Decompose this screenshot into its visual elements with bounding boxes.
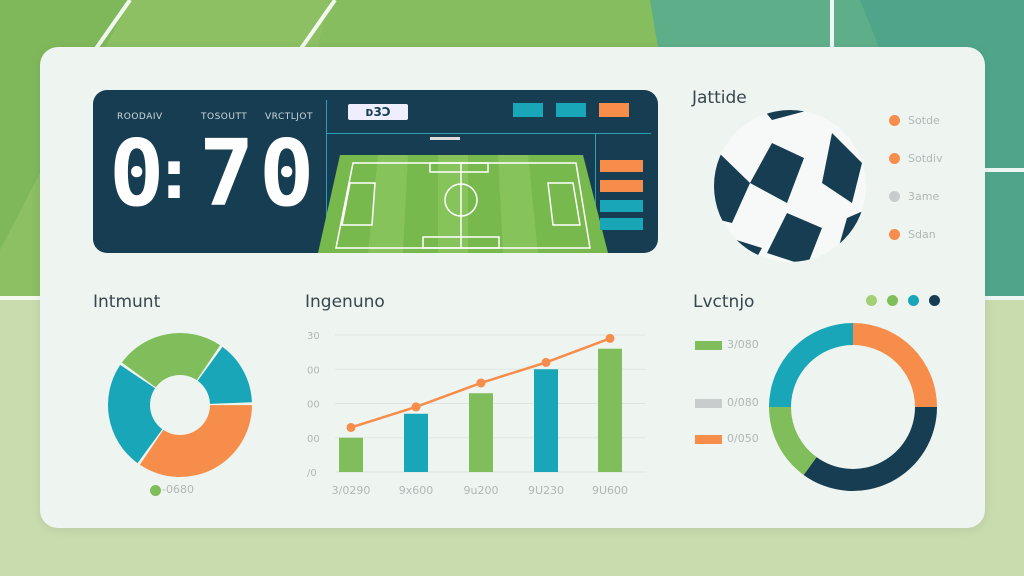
x-tick-label: 9U600 bbox=[592, 484, 628, 497]
right-donut-title: Lvctnjo bbox=[693, 292, 755, 312]
line-point-1[interactable] bbox=[411, 402, 421, 412]
ball-legend-label: 3ame bbox=[908, 190, 940, 203]
pitch-icon bbox=[318, 155, 608, 253]
y-tick-label: 00 bbox=[307, 434, 320, 445]
filter-dot[interactable] bbox=[887, 295, 898, 306]
line-point-4[interactable] bbox=[605, 333, 615, 343]
y-tick-label: 00 bbox=[307, 365, 320, 376]
mid-chart-title: Ingenuno bbox=[305, 292, 385, 312]
x-tick-label: 9x600 bbox=[399, 484, 434, 497]
bar-3[interactable] bbox=[534, 369, 558, 472]
ball-legend-label: Sdan bbox=[908, 228, 936, 241]
line-point-3[interactable] bbox=[541, 357, 551, 367]
filter-dot[interactable] bbox=[866, 295, 877, 306]
y-tick-label: /0 bbox=[307, 468, 317, 479]
score-label-1: ROODAIV bbox=[117, 112, 163, 122]
right-donut-slice-3[interactable] bbox=[769, 323, 853, 407]
legend-dot bbox=[889, 191, 900, 202]
left-donut-slice-3[interactable] bbox=[100, 364, 179, 464]
right-legend-label: 0/080 bbox=[727, 396, 759, 409]
ball-legend-label: Sotde bbox=[908, 114, 940, 127]
side-bar[interactable] bbox=[600, 160, 643, 172]
y-tick-label: 00 bbox=[307, 400, 320, 411]
right-donut-slice-1[interactable] bbox=[803, 407, 937, 491]
right-donut-slice-0[interactable] bbox=[853, 323, 937, 407]
score-label-2: TOSOUTT bbox=[201, 112, 248, 122]
side-bar[interactable] bbox=[600, 180, 643, 192]
score-digit: 0 bbox=[109, 120, 165, 227]
bar-line-chart: /0 00 00 00 30 3/0290 9x600 9u200 9U230 9U600 bbox=[307, 331, 645, 497]
left-donut-slice-2[interactable] bbox=[139, 372, 260, 485]
score-digit: 0 bbox=[259, 120, 315, 227]
side-bar[interactable] bbox=[600, 218, 643, 230]
legend-dot bbox=[150, 485, 161, 496]
score-colon: : bbox=[153, 133, 196, 215]
soccer-ball-icon bbox=[714, 110, 866, 262]
x-tick-label: 9U230 bbox=[528, 484, 564, 497]
bar-1[interactable] bbox=[404, 413, 428, 472]
header-swatch[interactable] bbox=[556, 103, 586, 117]
bar-0[interactable] bbox=[339, 437, 363, 472]
legend-swatch bbox=[695, 341, 722, 350]
left-donut-slice-0[interactable] bbox=[121, 325, 221, 404]
left-donut-slice-1[interactable] bbox=[191, 346, 260, 423]
line-point-0[interactable] bbox=[346, 422, 356, 432]
x-tick-label: 9u200 bbox=[464, 484, 499, 497]
side-bar[interactable] bbox=[600, 200, 643, 212]
line-point-2[interactable] bbox=[476, 378, 486, 388]
legend-dot bbox=[889, 153, 900, 164]
ball-panel-title: Jattide bbox=[692, 88, 747, 108]
left-donut-title: Intmunt bbox=[93, 292, 161, 312]
filter-dot[interactable] bbox=[908, 295, 919, 306]
right-donut-slice-2[interactable] bbox=[769, 407, 817, 475]
scoreboard: ROODAIV TOSOUTT VRCTLJOT 0 : 7 0 ᴅ3Ɔ bbox=[93, 90, 658, 253]
legend-dot bbox=[889, 115, 900, 126]
filter-dot[interactable] bbox=[929, 295, 940, 306]
legend-dot bbox=[889, 229, 900, 240]
x-tick-label: 3/0290 bbox=[332, 484, 371, 497]
legend-swatch bbox=[695, 435, 722, 444]
bar-4[interactable] bbox=[598, 348, 622, 472]
header-swatch[interactable] bbox=[513, 103, 543, 117]
header-swatch[interactable] bbox=[599, 103, 629, 117]
match-badge: ᴅ3Ɔ bbox=[348, 104, 408, 120]
right-legend-label: 3/080 bbox=[727, 338, 759, 351]
y-tick-label: 30 bbox=[307, 331, 320, 342]
left-donut-legend-label: -0680 bbox=[162, 483, 194, 496]
right-donut-chart bbox=[769, 323, 937, 491]
score-label-3: VRCTLJOT bbox=[265, 112, 313, 122]
bar-2[interactable] bbox=[469, 393, 493, 472]
left-donut-chart bbox=[100, 325, 260, 485]
ball-legend-label: Sotdiv bbox=[908, 152, 943, 165]
legend-swatch bbox=[695, 399, 722, 408]
score-digit: 7 bbox=[199, 120, 255, 227]
right-legend-label: 0/050 bbox=[727, 432, 759, 445]
